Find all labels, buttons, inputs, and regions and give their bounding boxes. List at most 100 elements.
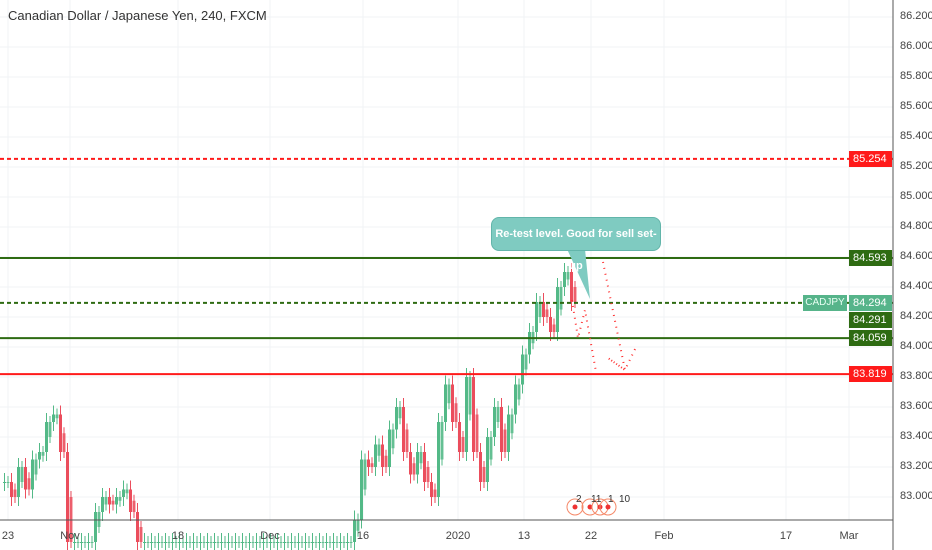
candle (517, 384, 521, 400)
price-axis-label: 84.800 (900, 220, 932, 232)
candle (419, 452, 423, 464)
candle (528, 332, 531, 355)
candle (283, 542, 286, 543)
candle (384, 455, 388, 467)
candle (552, 324, 556, 332)
candle (241, 542, 244, 543)
candle (195, 542, 199, 543)
time-axis-label: 16 (356, 530, 370, 542)
candle (496, 407, 500, 422)
candle (132, 500, 136, 512)
candle (167, 542, 171, 543)
price-axis-label: 85.600 (900, 100, 932, 112)
event-count[interactable]: 10 (619, 494, 631, 505)
candle (181, 542, 185, 543)
event-count[interactable]: 1 (608, 494, 614, 505)
candle (125, 489, 129, 494)
candle (535, 302, 538, 332)
candle (363, 459, 367, 490)
candle (76, 542, 80, 543)
level-price-tag: 84.294 (849, 294, 892, 311)
candle (556, 287, 559, 332)
time-axis-label: Feb (654, 530, 674, 542)
candle (300, 542, 304, 543)
candle (276, 542, 279, 543)
candle (398, 407, 402, 419)
candle (108, 497, 111, 505)
annotation-callout[interactable]: Re-test level. Good for sell set-up (491, 217, 661, 272)
candle (101, 497, 104, 512)
candle (454, 403, 458, 422)
candle (349, 542, 353, 543)
candle (360, 459, 363, 520)
candle (447, 384, 451, 404)
candle (157, 542, 160, 543)
event-count[interactable]: 2 (576, 494, 582, 505)
candle (563, 272, 566, 287)
candle (297, 542, 300, 543)
candle (251, 542, 255, 543)
candle (440, 422, 444, 460)
candle (153, 542, 157, 543)
time-axis-label: Mar (839, 530, 859, 542)
candle (388, 429, 391, 467)
candle (258, 542, 262, 543)
candle (423, 452, 426, 482)
candle (524, 354, 528, 370)
price-axis-label: 86.200 (900, 10, 932, 22)
candle (272, 542, 276, 543)
candle (381, 444, 384, 467)
candle (405, 429, 409, 452)
price-axis-label: 83.200 (900, 460, 932, 472)
candle (104, 497, 108, 505)
candle (220, 542, 223, 543)
candle (94, 512, 97, 542)
candle (307, 542, 311, 543)
level-price-tag: 84.059 (849, 330, 892, 347)
candle (559, 287, 563, 310)
candle (52, 414, 55, 422)
candle (10, 482, 13, 497)
candle (461, 437, 465, 452)
candle (426, 467, 430, 482)
candle (262, 542, 265, 543)
event-bubble (599, 498, 617, 516)
candle (545, 309, 549, 317)
candle (293, 542, 297, 543)
candle (178, 542, 181, 543)
candle (279, 542, 283, 543)
candle (255, 542, 258, 543)
candle (444, 384, 447, 422)
candle (395, 407, 398, 430)
candle (335, 542, 339, 543)
candle (171, 542, 174, 543)
candle (311, 542, 314, 543)
candle (290, 542, 293, 543)
candle (3, 482, 6, 483)
candle (570, 272, 573, 302)
candle (59, 414, 62, 452)
candle (402, 407, 405, 452)
event-bubble-dot (572, 504, 578, 510)
time-axis-label: 17 (779, 530, 793, 542)
candle (353, 519, 356, 542)
candle (412, 463, 416, 475)
level-price-tag: 85.254 (849, 150, 892, 167)
price-axis-label: 86.000 (900, 40, 932, 52)
candle (482, 467, 486, 482)
candle (174, 542, 178, 543)
price-axis-label: 83.400 (900, 430, 932, 442)
candle (188, 542, 192, 543)
candle (115, 497, 118, 505)
current-price-tag: 84.291 (849, 312, 892, 328)
candle (325, 542, 328, 543)
candle (269, 542, 272, 543)
event-count[interactable]: 11 (591, 494, 602, 505)
candle (213, 542, 216, 543)
candle (377, 444, 381, 456)
callout-pointer (567, 249, 590, 299)
event-bubble-dot (587, 504, 593, 510)
candle (538, 302, 542, 317)
candle (146, 542, 150, 543)
